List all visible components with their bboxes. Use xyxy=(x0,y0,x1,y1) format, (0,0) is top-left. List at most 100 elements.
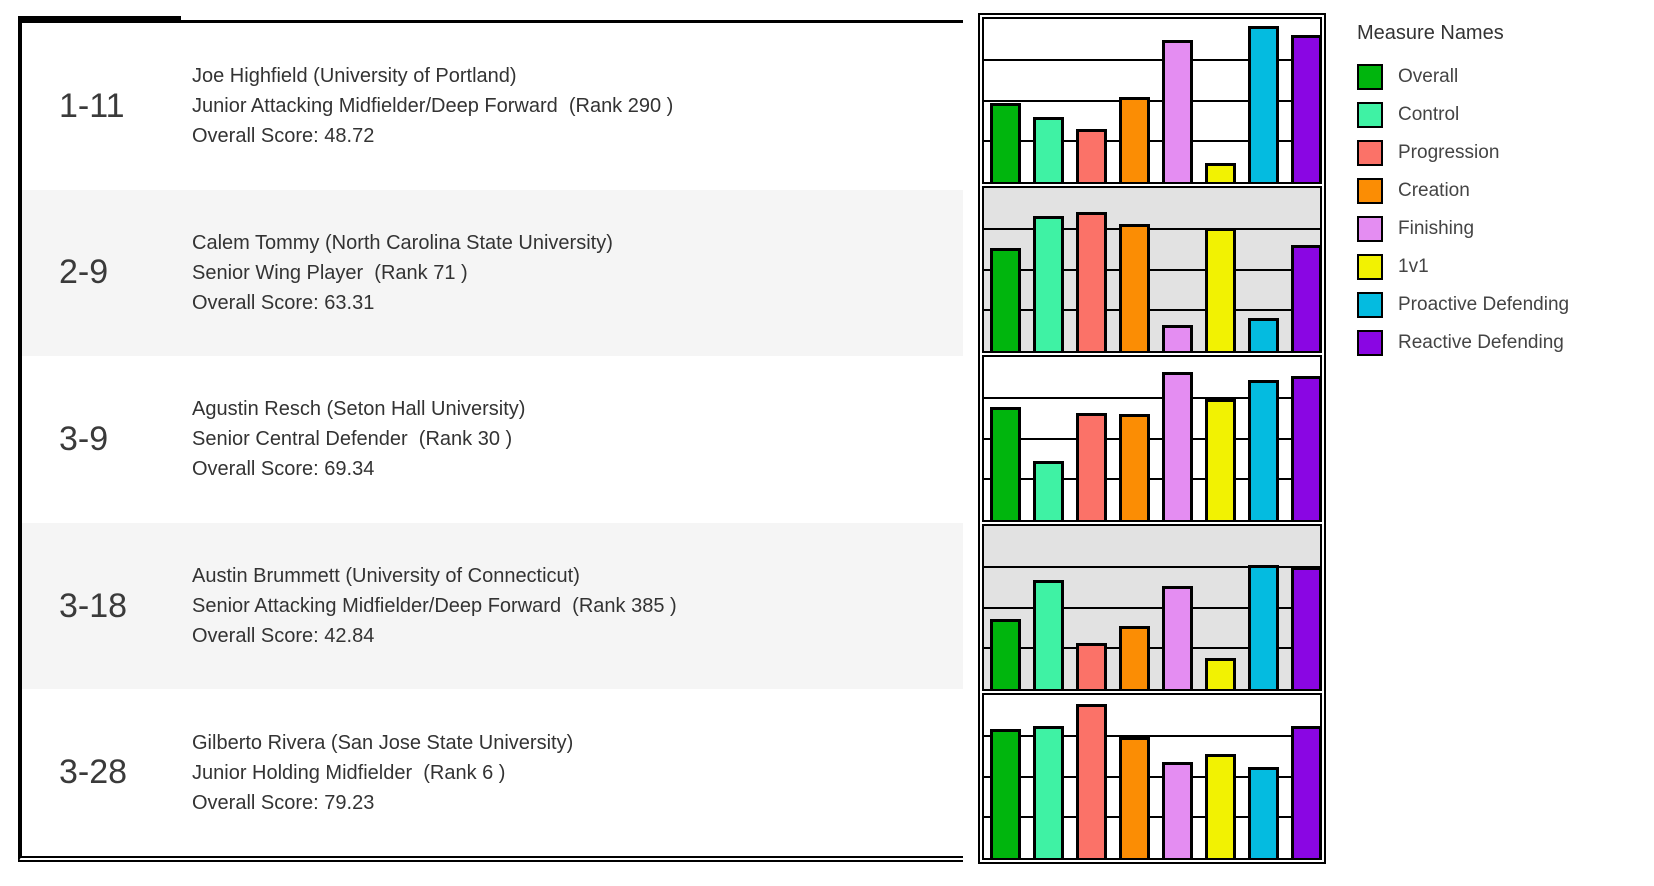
player-name: Austin Brummett (University of Connectic… xyxy=(192,565,580,588)
gridline-50 xyxy=(984,775,1320,778)
table-row[interactable]: 3-28 Gilberto Rivera (San Jose State Univ… xyxy=(22,689,963,856)
rank-label: 3-18 xyxy=(59,586,128,625)
bar-finishing[interactable] xyxy=(1162,586,1193,689)
rank-label: 3-9 xyxy=(59,419,109,458)
bar-overall[interactable] xyxy=(990,407,1021,520)
bar-control[interactable] xyxy=(1033,725,1064,858)
legend-item-1v1[interactable]: 1v1 xyxy=(1357,248,1569,286)
bar-proactive-defending[interactable] xyxy=(1248,318,1279,351)
gridline-50 xyxy=(984,99,1320,102)
player-name: Joe Highfield (University of Portland) xyxy=(192,65,517,88)
bar-creation[interactable] xyxy=(1119,626,1150,689)
bar-1v1[interactable] xyxy=(1205,398,1236,520)
control-swatch-icon xyxy=(1357,102,1383,128)
legend-label: Creation xyxy=(1398,180,1470,201)
legend-item-finishing[interactable]: Finishing xyxy=(1357,210,1569,248)
bar-1v1[interactable] xyxy=(1205,227,1236,351)
bar-chart-panel-2-9-calem-tommy xyxy=(982,186,1322,353)
bar-creation[interactable] xyxy=(1119,414,1150,520)
player-details: Gilberto Rivera (San Jose State Universi… xyxy=(180,689,963,856)
player-details: Joe Highfield (University of Portland) Ju… xyxy=(180,23,963,190)
player-details: Austin Brummett (University of Connectic… xyxy=(180,523,963,690)
player-name: Calem Tommy (North Carolina State Univer… xyxy=(192,231,613,254)
player-position: Junior Holding Midfielder (Rank 6 ) xyxy=(192,761,506,784)
bar-overall[interactable] xyxy=(990,102,1021,182)
bar-creation[interactable] xyxy=(1119,737,1150,858)
gridline-50 xyxy=(984,606,1320,609)
legend-item-overall[interactable]: Overall xyxy=(1357,58,1569,96)
bar-chart-column xyxy=(978,13,1326,864)
bar-control[interactable] xyxy=(1033,460,1064,520)
bar-creation[interactable] xyxy=(1119,223,1150,351)
legend-label: 1v1 xyxy=(1398,256,1429,277)
gridline-25 xyxy=(984,309,1320,312)
bar-chart-panel-1-11-joe-highfield xyxy=(982,17,1322,184)
legend-item-reactive-defending[interactable]: Reactive Defending xyxy=(1357,324,1569,362)
legend-title: Measure Names xyxy=(1357,22,1504,44)
table-row[interactable]: 1-11 Joe Highfield (University of Portlan… xyxy=(22,23,963,190)
legend-item-creation[interactable]: Creation xyxy=(1357,172,1569,210)
legend-item-progression[interactable]: Progression xyxy=(1357,134,1569,172)
bar-finishing[interactable] xyxy=(1162,761,1193,858)
bar-reactive-defending[interactable] xyxy=(1291,245,1320,351)
bar-progression[interactable] xyxy=(1076,703,1107,858)
bar-chart-panel-3-28-gilberto-rivera xyxy=(982,693,1322,860)
bar-1v1[interactable] xyxy=(1205,658,1236,689)
overall-swatch-icon xyxy=(1357,64,1383,90)
bar-1v1[interactable] xyxy=(1205,753,1236,858)
bar-creation[interactable] xyxy=(1119,97,1150,182)
table-row[interactable]: 2-9 Calem Tommy (North Carolina State Uni… xyxy=(22,189,963,357)
proactive-defending-swatch-icon xyxy=(1357,292,1383,318)
rank-label: 2-9 xyxy=(59,253,109,292)
gridline-75 xyxy=(984,565,1320,568)
legend-label: Control xyxy=(1398,104,1460,125)
bar-control[interactable] xyxy=(1033,116,1064,182)
player-name: Agustin Resch (Seton Hall University) xyxy=(192,398,526,421)
table-row[interactable]: 3-18 Austin Brummett (University of Conne… xyxy=(22,522,963,690)
bar-progression[interactable] xyxy=(1076,642,1107,689)
bar-finishing[interactable] xyxy=(1162,371,1193,520)
gridline-50 xyxy=(984,437,1320,440)
bar-overall[interactable] xyxy=(990,728,1021,858)
legend-label: Progression xyxy=(1398,142,1500,163)
gridline-75 xyxy=(984,227,1320,230)
player-details: Agustin Resch (Seton Hall University) Sen… xyxy=(180,356,963,523)
bar-overall[interactable] xyxy=(990,619,1021,689)
bar-proactive-defending[interactable] xyxy=(1248,25,1279,182)
bar-finishing[interactable] xyxy=(1162,324,1193,351)
bar-1v1[interactable] xyxy=(1205,163,1236,182)
gridline-25 xyxy=(984,647,1320,650)
player-table: 1-11 Joe Highfield (University of Portlan… xyxy=(18,16,963,862)
bar-control[interactable] xyxy=(1033,579,1064,689)
bar-finishing[interactable] xyxy=(1162,40,1193,182)
legend-item-proactive-defending[interactable]: Proactive Defending xyxy=(1357,286,1569,324)
bar-control[interactable] xyxy=(1033,215,1064,351)
bar-progression[interactable] xyxy=(1076,129,1107,182)
bar-overall[interactable] xyxy=(990,247,1021,351)
bar-reactive-defending[interactable] xyxy=(1291,725,1320,858)
bar-reactive-defending[interactable] xyxy=(1291,35,1320,182)
bar-reactive-defending[interactable] xyxy=(1291,566,1320,689)
legend-item-control[interactable]: Control xyxy=(1357,96,1569,134)
bar-progression[interactable] xyxy=(1076,212,1107,351)
gridline-25 xyxy=(984,140,1320,143)
legend-label: Proactive Defending xyxy=(1398,294,1570,315)
finishing-swatch-icon xyxy=(1357,216,1383,242)
bar-reactive-defending[interactable] xyxy=(1291,375,1320,520)
legend-label: Overall xyxy=(1398,66,1459,87)
player-position: Senior Central Defender (Rank 30 ) xyxy=(192,428,513,451)
bar-proactive-defending[interactable] xyxy=(1248,766,1279,858)
player-position: Senior Attacking Midfielder/Deep Forward… xyxy=(192,595,677,618)
1v1-swatch-icon xyxy=(1357,254,1383,280)
bar-chart-panel-3-18-austin-brummett xyxy=(982,524,1322,691)
reactive-defending-swatch-icon xyxy=(1357,330,1383,356)
legend-label: Reactive Defending xyxy=(1398,332,1564,353)
bar-proactive-defending[interactable] xyxy=(1248,565,1279,689)
bar-proactive-defending[interactable] xyxy=(1248,379,1279,520)
rank-label: 3-28 xyxy=(59,753,128,792)
gridline-75 xyxy=(984,58,1320,61)
player-overall-score: Overall Score: 69.34 xyxy=(192,458,375,481)
table-row[interactable]: 3-9 Agustin Resch (Seton Hall University)… xyxy=(22,356,963,523)
bar-progression[interactable] xyxy=(1076,413,1107,520)
